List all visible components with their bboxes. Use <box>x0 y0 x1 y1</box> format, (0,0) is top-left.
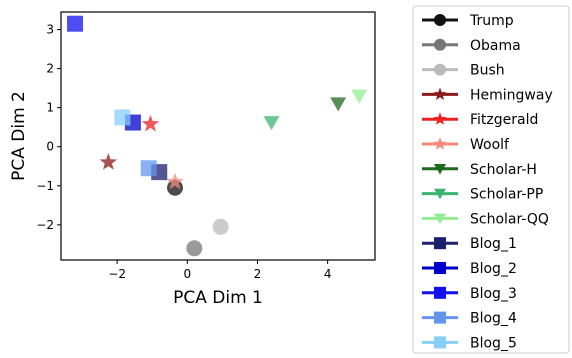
legend-marker-bush <box>434 63 446 76</box>
legend-marker-trump <box>434 14 446 26</box>
data-point-blog-5 <box>114 109 131 126</box>
legend-marker-scholar-qq <box>434 213 446 225</box>
axes-frame <box>60 11 376 261</box>
y-tick-label: 3 <box>46 23 54 37</box>
data-point-blog-3 <box>67 15 84 32</box>
legend-marker-obama <box>434 38 446 51</box>
x-tick-label: −2 <box>108 267 126 281</box>
data-point-fitzgerald <box>141 114 160 132</box>
x-tick-label: 0 <box>183 267 191 281</box>
legend-label-blog-5: Blog_5 <box>470 335 517 351</box>
legend-label-scholar-qq: Scholar-QQ <box>470 211 549 227</box>
legend-label-woolf: Woolf <box>470 137 510 153</box>
legend-marker-scholar-h <box>434 164 446 175</box>
data-point-bush <box>212 218 229 235</box>
y-tick-label: 2 <box>46 62 54 76</box>
data-point-scholar-qq <box>351 89 368 104</box>
y-tick-label: 0 <box>46 140 54 154</box>
data-point-hemingway <box>99 153 118 170</box>
legend-label-obama: Obama <box>470 38 521 54</box>
axis-ticks: −2 0 2 4 −2 −1 0 1 2 3 <box>36 23 331 281</box>
data-point-trump <box>167 179 184 196</box>
legend-items: Trump Obama Bush Hemingway Fitzgerald Woolf Sc… <box>422 13 553 351</box>
legend-label-blog-4: Blog_4 <box>470 311 517 327</box>
y-tick-label: −1 <box>36 179 54 193</box>
legend: Trump Obama Bush Hemingway Fitzgerald Woolf Sc… <box>412 5 570 354</box>
legend-label-scholar-h: Scholar-H <box>470 162 537 178</box>
data-point-scholar-h <box>330 97 347 112</box>
data-point-blog-4 <box>140 160 157 177</box>
legend-label-blog-1: Blog_1 <box>470 236 517 252</box>
x-axis-label: PCA Dim 1 <box>173 288 263 308</box>
x-tick-label: 2 <box>254 267 262 281</box>
legend-frame <box>412 5 570 354</box>
y-axis-label: PCA Dim 2 <box>9 91 29 181</box>
data-point-woolf <box>166 172 184 190</box>
legend-label-scholar-pp: Scholar-PP <box>470 187 543 203</box>
legend-marker-fitzgerald <box>433 112 447 125</box>
legend-marker-woolf <box>433 137 447 150</box>
plot-marks <box>67 15 368 257</box>
legend-marker-blog-4 <box>434 311 446 324</box>
legend-marker-scholar-pp <box>434 188 446 200</box>
y-tick-label: 1 <box>46 101 54 115</box>
x-tick-label: 4 <box>324 267 332 281</box>
legend-label-fitzgerald: Fitzgerald <box>470 112 538 128</box>
y-tick-label: −2 <box>36 218 54 232</box>
data-point-scholar-pp <box>263 116 280 131</box>
legend-marker-hemingway <box>433 87 447 100</box>
legend-marker-blog-1 <box>434 237 446 250</box>
data-point-obama <box>186 240 203 257</box>
legend-label-blog-3: Blog_3 <box>470 286 517 302</box>
legend-marker-blog-3 <box>434 286 446 299</box>
legend-label-blog-2: Blog_2 <box>470 261 517 277</box>
legend-marker-blog-2 <box>434 262 446 274</box>
legend-marker-blog-5 <box>434 336 446 349</box>
legend-label-hemingway: Hemingway <box>470 87 553 103</box>
legend-label-bush: Bush <box>470 63 505 79</box>
legend-label-trump: Trump <box>469 13 514 29</box>
